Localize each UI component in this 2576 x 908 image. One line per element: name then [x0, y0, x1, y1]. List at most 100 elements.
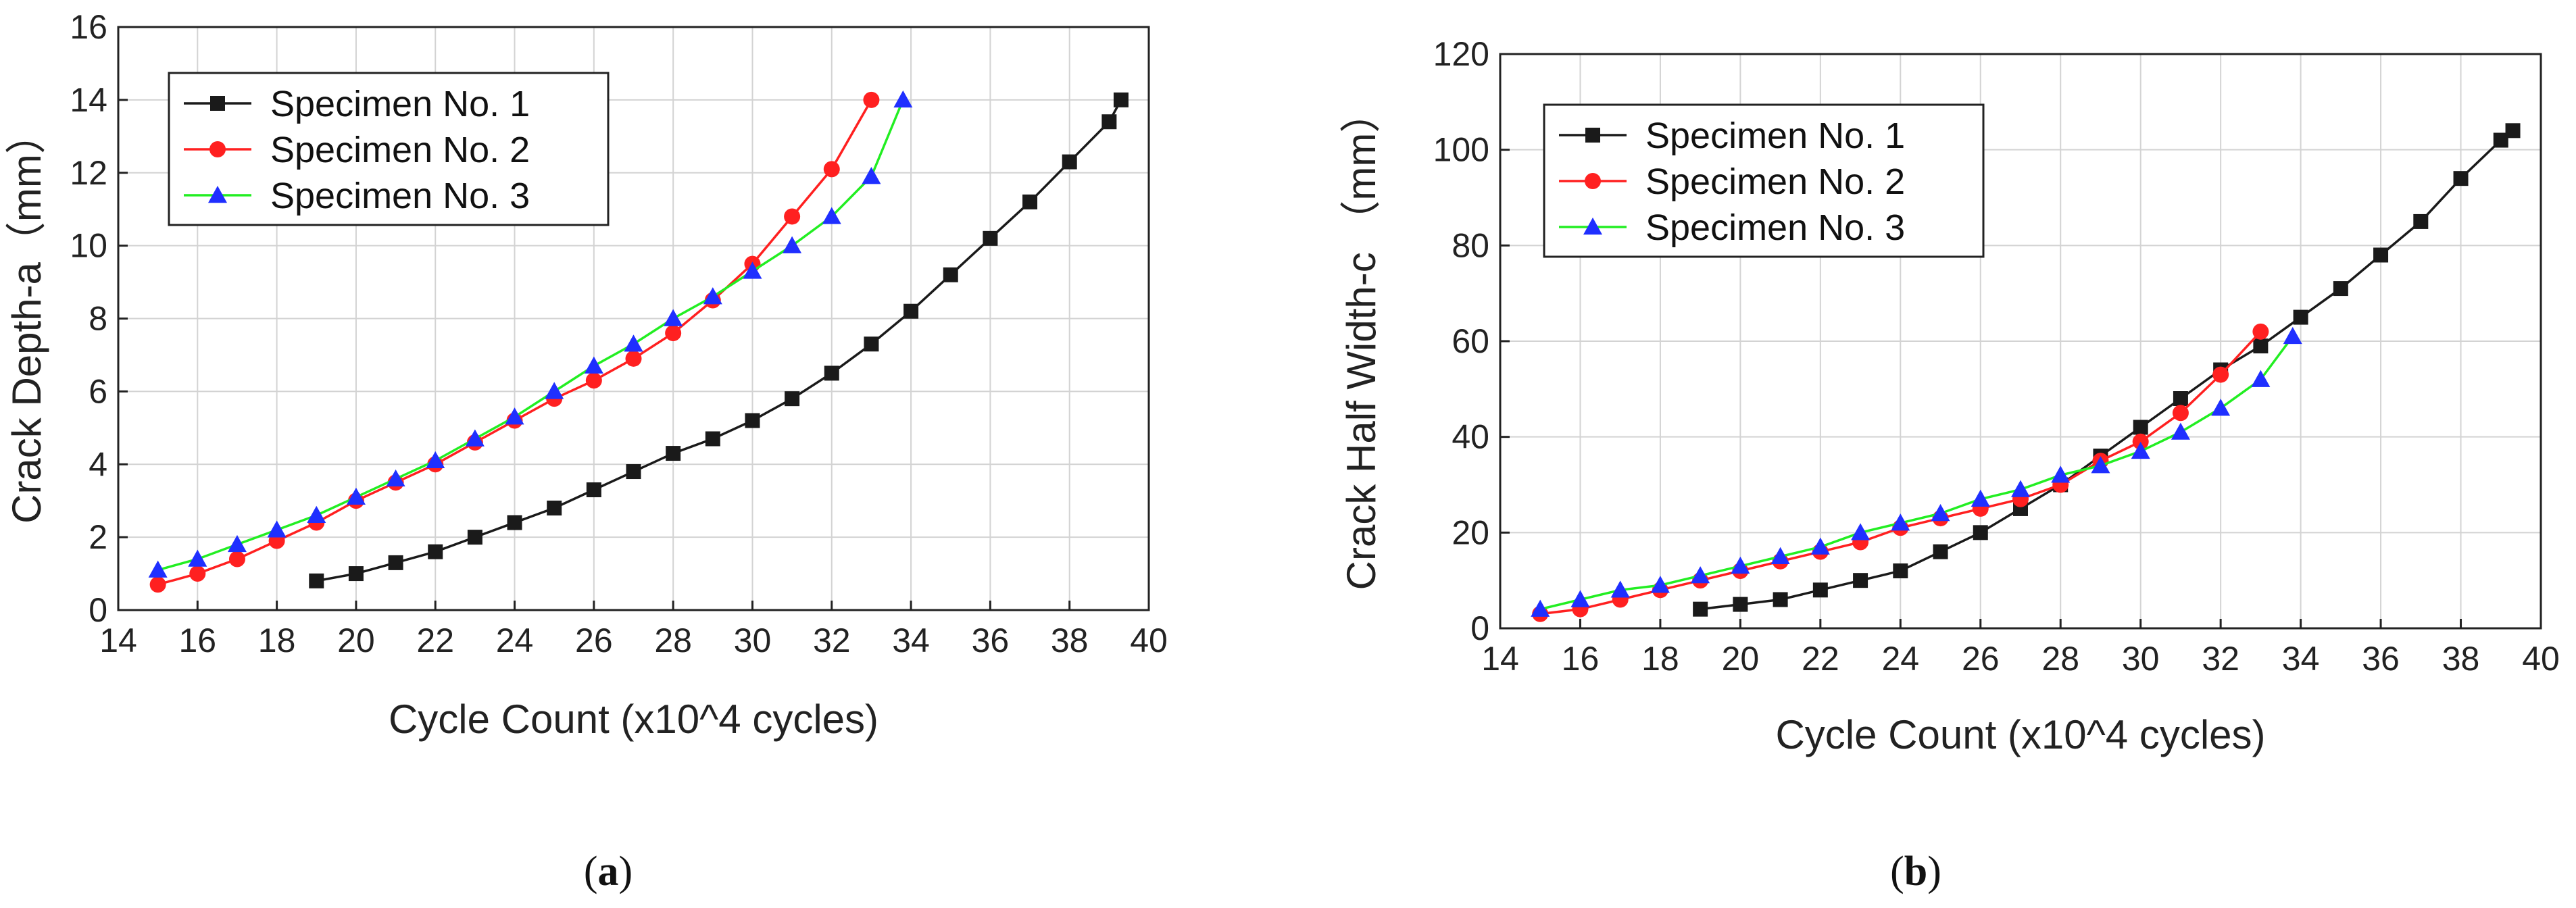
data-point: [705, 431, 720, 447]
x-axis-title: Cycle Count (x10^4 cycles): [389, 697, 878, 742]
data-point: [228, 551, 245, 568]
data-point: [2131, 441, 2150, 459]
legend: Specimen No. 1 Specimen No. 2 Specimen No.…: [1543, 103, 1985, 258]
data-point: [386, 469, 405, 487]
data-point: [626, 464, 641, 480]
y-tick-label: 2: [89, 518, 107, 556]
data-point: [307, 505, 326, 523]
data-point: [545, 382, 564, 399]
data-point: [2253, 338, 2269, 354]
x-tick-label: 20: [1722, 640, 1760, 678]
data-point: [784, 208, 801, 225]
data-point: [1062, 154, 1077, 170]
data-point: [505, 407, 524, 425]
data-point: [2051, 465, 2071, 483]
x-tick-label: 36: [2362, 640, 2400, 678]
x-tick-label: 18: [1641, 640, 1679, 678]
series-1: [1693, 123, 2521, 617]
data-point: [346, 487, 366, 505]
data-point: [862, 167, 881, 184]
x-tick-label: 36: [972, 622, 1010, 659]
x-tick-label: 28: [654, 622, 692, 659]
x-tick-label: 24: [1881, 640, 1919, 678]
data-point: [2171, 422, 2190, 440]
data-point: [1812, 582, 1828, 598]
series-1: [309, 92, 1129, 588]
caption-b-close: ): [1927, 849, 1941, 894]
caption-b: (b): [1890, 849, 1941, 894]
y-tick-label: 0: [89, 591, 107, 629]
x-tick-label: 16: [1562, 640, 1600, 678]
legend: Specimen No. 1 Specimen No. 2 Specimen No.…: [168, 72, 610, 226]
y-tick-label: 0: [1470, 609, 1489, 647]
data-point: [149, 576, 166, 593]
legend-marker: [1585, 173, 1601, 189]
x-tick-label: 32: [813, 622, 851, 659]
data-point: [2132, 433, 2149, 450]
data-point: [2133, 420, 2148, 435]
x-tick-label: 40: [1130, 622, 1168, 659]
y-axis-title: Crack Depth-a（mm）: [4, 114, 49, 524]
data-point: [188, 549, 207, 567]
x-tick-label: 32: [2202, 640, 2239, 678]
legend-label: Specimen No. 3: [1645, 207, 1905, 248]
data-point: [1570, 590, 1590, 607]
x-tick-label: 22: [416, 622, 454, 659]
data-point: [348, 566, 364, 582]
x-tick-label: 34: [2282, 640, 2320, 678]
x-tick-label: 16: [178, 622, 216, 659]
data-point: [547, 500, 562, 515]
data-point: [227, 534, 247, 553]
legend-marker: [209, 141, 226, 157]
y-tick-label: 16: [70, 8, 107, 46]
x-tick-label: 22: [1802, 640, 1839, 678]
legend-label: Specimen No. 1: [1645, 116, 1905, 156]
data-point: [743, 261, 762, 279]
x-tick-label: 30: [2122, 640, 2160, 678]
data-point: [665, 325, 682, 342]
y-tick-label: 20: [1452, 513, 1489, 551]
series-3: [148, 90, 913, 578]
y-tick-label: 100: [1433, 131, 1489, 169]
legend-label: Specimen No. 2: [270, 130, 530, 170]
data-point: [428, 544, 443, 559]
data-point: [1973, 525, 1988, 540]
x-tick-label: 18: [258, 622, 296, 659]
y-tick-label: 8: [89, 300, 107, 338]
chart-b: 14 16 18 20 22 24 26 28 30 32 34 36 38 40 0 20 40 60 80 100…: [1339, 35, 2560, 757]
data-point: [426, 451, 445, 469]
caption-b-open: (: [1890, 849, 1904, 894]
data-point: [2413, 213, 2429, 229]
data-point: [2493, 132, 2508, 148]
data-point: [666, 446, 681, 461]
data-point: [1531, 599, 1550, 617]
data-point: [2373, 247, 2389, 263]
data-point: [2251, 370, 2271, 387]
data-point: [2011, 480, 2030, 497]
data-point: [1770, 547, 1790, 564]
data-point: [823, 161, 840, 178]
data-point: [189, 565, 206, 582]
data-point: [2293, 309, 2308, 325]
x-tick-label: 26: [1962, 640, 2000, 678]
data-point: [1773, 592, 1788, 607]
data-point: [1693, 601, 1708, 617]
data-point: [624, 334, 643, 352]
data-point: [893, 90, 913, 108]
data-point: [1101, 114, 1117, 130]
y-tick-label: 120: [1433, 35, 1489, 73]
data-point: [2091, 456, 2110, 474]
data-point: [585, 372, 602, 389]
data-point: [703, 287, 722, 305]
x-tick-label: 38: [1051, 622, 1089, 659]
x-tick-label: 34: [892, 622, 930, 659]
data-point: [863, 91, 880, 108]
data-point: [783, 236, 802, 253]
legend-marker: [210, 96, 225, 111]
legend-label: Specimen No. 1: [270, 84, 530, 124]
legend-label: Specimen No. 3: [270, 176, 530, 216]
data-point: [267, 520, 287, 538]
x-tick-label: 30: [734, 622, 772, 659]
data-point: [1733, 597, 1748, 612]
